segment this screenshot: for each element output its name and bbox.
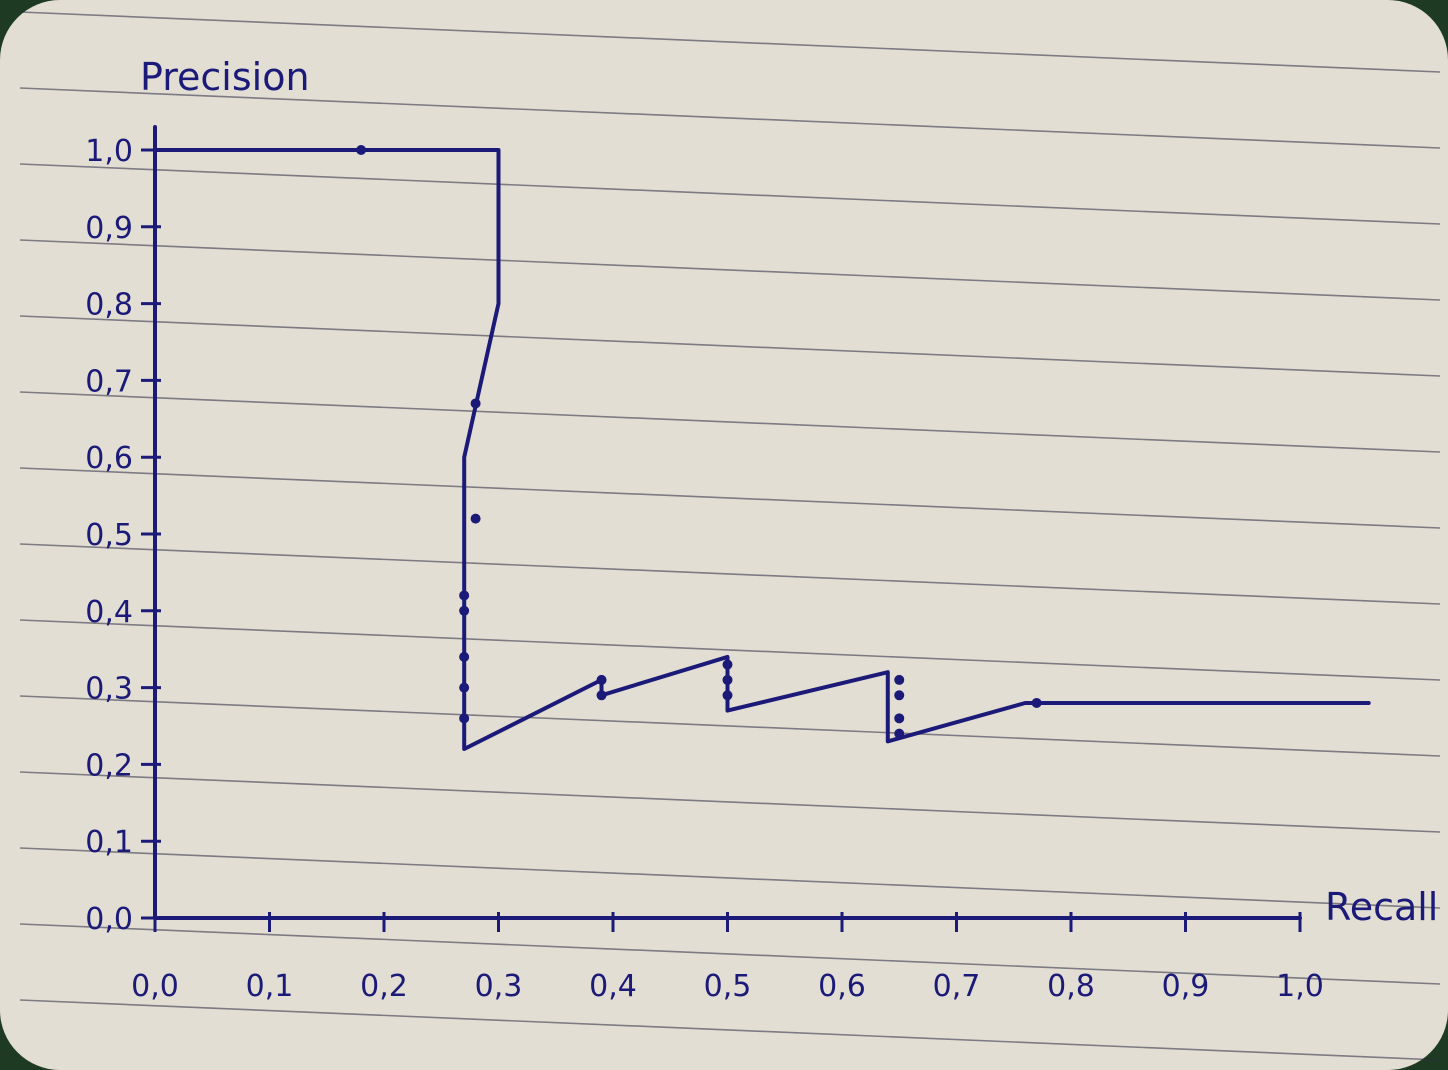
y-tick-label: 0,7	[85, 364, 133, 399]
ruled-line	[19, 87, 1441, 149]
data-point	[894, 674, 905, 685]
data-point	[596, 690, 607, 701]
data-point	[459, 682, 470, 693]
x-tick-label: 0,9	[1162, 969, 1210, 1004]
x-tick-label: 0,4	[589, 969, 637, 1004]
data-point	[459, 651, 470, 662]
ruled-line	[19, 999, 1441, 1061]
data-point	[722, 659, 733, 670]
ruled-line	[19, 467, 1441, 529]
ruled-line	[19, 239, 1441, 301]
data-point	[1031, 697, 1042, 708]
data-points	[356, 145, 1042, 739]
data-point	[470, 513, 481, 524]
ruled-line	[19, 619, 1441, 681]
x-tick-label: 0,8	[1047, 969, 1095, 1004]
x-tick-label: 0,5	[704, 969, 752, 1004]
ruled-lines	[19, 11, 1441, 1061]
y-tick-label: 0,2	[85, 748, 133, 783]
x-tick-label: 0,3	[475, 969, 523, 1004]
ruled-line	[19, 163, 1441, 225]
y-tick-label: 0,6	[85, 441, 133, 476]
x-tick-label: 0,1	[246, 969, 294, 1004]
y-tick-labels: 0,0 0,1 0,2 0,3 0,4 0,5 0,6 0,7 0,8 0,9 1,0	[85, 134, 161, 937]
ruled-line	[19, 923, 1441, 985]
x-tick-label: 0,7	[933, 969, 981, 1004]
y-tick-label: 0,4	[85, 595, 133, 630]
y-tick-label: 1,0	[85, 134, 133, 169]
data-point	[722, 674, 733, 685]
data-point	[596, 674, 607, 685]
y-tick-label: 0,9	[85, 211, 133, 246]
x-tick-label: 0,2	[360, 969, 408, 1004]
y-tick-label: 0,8	[85, 288, 133, 323]
precision-recall-line	[153, 148, 1371, 920]
ruled-line	[19, 315, 1441, 377]
ruled-line	[19, 695, 1441, 757]
y-axis-label: Precision	[140, 55, 310, 99]
data-point	[894, 728, 905, 739]
data-point	[894, 713, 905, 724]
x-tick-label: 0,0	[131, 969, 179, 1004]
data-point	[459, 590, 470, 601]
data-point	[459, 713, 470, 724]
x-axis-label: Recall	[1325, 885, 1438, 929]
precision-recall-chart: 0,0 0,1 0,2 0,3 0,4 0,5 0,6 0,7 0,8 0,9 1,0 0,0 0,1…	[85, 55, 1438, 1004]
data-point	[722, 690, 733, 701]
ruled-line	[19, 771, 1441, 833]
data-point	[894, 690, 905, 701]
series-precision-curve	[153, 148, 1371, 920]
ruled-line	[19, 11, 1441, 73]
data-point	[459, 605, 470, 616]
ruled-line	[19, 543, 1441, 605]
y-tick-label: 0,0	[85, 902, 133, 937]
y-tick-label: 0,3	[85, 672, 133, 707]
y-tick-label: 0,5	[85, 518, 133, 553]
ruled-line	[19, 391, 1441, 453]
data-point	[356, 145, 367, 155]
ruled-line	[19, 847, 1441, 909]
x-tick-label: 0,6	[818, 969, 866, 1004]
y-tick-label: 0,1	[85, 825, 133, 860]
data-point	[470, 398, 481, 409]
x-tick-label: 1,0	[1276, 969, 1324, 1004]
